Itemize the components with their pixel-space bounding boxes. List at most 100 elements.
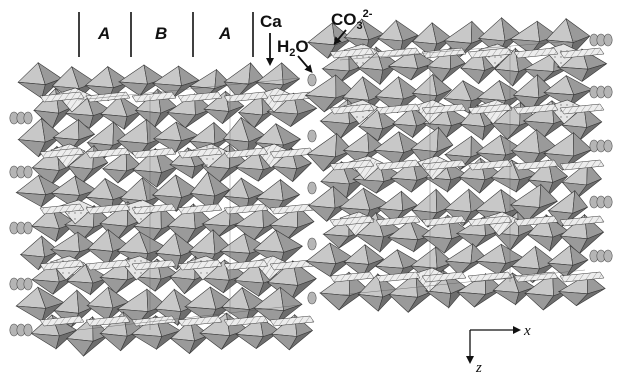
polyhedron-face (377, 123, 398, 142)
polyhedron-face (329, 257, 354, 277)
layer-ribbon (329, 103, 375, 115)
co3-arrow (333, 29, 347, 46)
polyhedron-face (285, 221, 315, 241)
layer-ribbon (131, 91, 177, 103)
water-oval (307, 237, 317, 251)
polyhedron (253, 286, 303, 326)
layer-ribbon (85, 147, 131, 159)
polyhedron (15, 286, 65, 323)
layer-ribbon (39, 315, 85, 327)
polyhedron (376, 19, 419, 55)
polyhedron-face (581, 63, 607, 82)
polyhedron-face (255, 179, 284, 201)
x-axis-label: x (523, 323, 531, 339)
polyhedron-face (52, 276, 77, 295)
polyhedron-face (424, 290, 452, 309)
layer-ribbon (223, 259, 269, 271)
water-oval (23, 323, 33, 337)
polyhedron-face (223, 62, 251, 85)
polyhedron-face (281, 62, 301, 86)
layer-label-a-1: A (97, 24, 110, 43)
co3-label: CO32- (331, 8, 373, 32)
h2o-label: H2O (277, 37, 309, 59)
polyhedron-face (338, 65, 366, 84)
layer-ribbon (375, 47, 421, 59)
polyhedron-face (444, 188, 472, 213)
layer-ribbon (513, 215, 559, 227)
polyhedron-face (410, 62, 436, 81)
layer-ribbon (39, 259, 85, 271)
polyhedron-face (118, 64, 148, 85)
svg-text:H2O: H2O (277, 37, 309, 59)
layer-ribbon (177, 91, 223, 103)
water-oval (23, 111, 33, 125)
water-oval (603, 249, 613, 263)
layer-ribbon (559, 103, 605, 115)
layer-ribbon (223, 147, 269, 159)
layer-label-a-2: A (218, 24, 231, 43)
polyhedron-face (66, 280, 94, 296)
layer-ribbon (421, 103, 467, 115)
layer-separators (78, 12, 254, 57)
polyhedron-face (307, 42, 336, 59)
layer-ribbon (177, 203, 223, 215)
polyhedron-face (307, 205, 336, 222)
polyhedron-face (16, 305, 47, 322)
water-oval (23, 165, 33, 179)
polyhedron-face (425, 177, 452, 193)
polyhedron-face (175, 135, 199, 153)
water-oval (603, 139, 613, 153)
h2o-label-main: H (277, 37, 289, 56)
layer-ribbon (85, 203, 131, 215)
layer-ribbon (375, 103, 421, 115)
polyhedron-face (407, 290, 435, 313)
layer-ribbon (375, 271, 421, 283)
water-oval (307, 181, 317, 195)
polyhedron-face (289, 330, 313, 351)
polyhedron-face (569, 89, 593, 108)
polyhedron-face (290, 278, 317, 301)
polyhedron-face (117, 165, 142, 184)
layer-ribbon (375, 159, 421, 171)
layer-ribbon (375, 215, 421, 227)
layer-ribbon (39, 91, 85, 103)
water-oval (307, 73, 317, 87)
polyhedron-face (292, 162, 312, 182)
polyhedron-face (270, 333, 298, 351)
polyhedron-face (443, 20, 473, 44)
layer-ribbon (177, 259, 223, 271)
water-oval (603, 85, 613, 99)
layer-ribbon (177, 315, 223, 327)
layer-ribbon (131, 315, 177, 327)
polyhedron-face (155, 330, 181, 351)
layer-ribbon (467, 47, 513, 59)
layer-ribbon (223, 91, 269, 103)
structure-block-right (304, 17, 608, 313)
layer-ribbon (131, 259, 177, 271)
layer-label-b: B (155, 24, 167, 43)
polyhedron-face (255, 62, 284, 86)
layer-ribbon (421, 271, 467, 283)
polyhedron (357, 108, 398, 142)
layer-ribbon (467, 215, 513, 227)
polyhedron-face (547, 176, 568, 197)
polyhedron-face (576, 288, 606, 306)
polyhedron-face (279, 245, 303, 267)
polyhedron-face (290, 108, 317, 127)
polyhedron-face (19, 235, 45, 258)
polyhedron-face (218, 161, 247, 184)
polyhedron-face (189, 334, 210, 354)
polyhedron (17, 117, 63, 158)
water-oval (603, 195, 613, 209)
h2o-label-tail: O (295, 37, 308, 56)
water-oval (23, 277, 33, 291)
water-oval (603, 33, 613, 47)
polyhedron-face (173, 80, 200, 98)
h2o-label-sub: 2 (289, 47, 295, 59)
layer-ribbon (223, 203, 269, 215)
layer-ribbon (329, 271, 375, 283)
unit-cell-line (77, 304, 301, 331)
layer-ribbon (131, 147, 177, 159)
polyhedron-face (323, 150, 353, 172)
